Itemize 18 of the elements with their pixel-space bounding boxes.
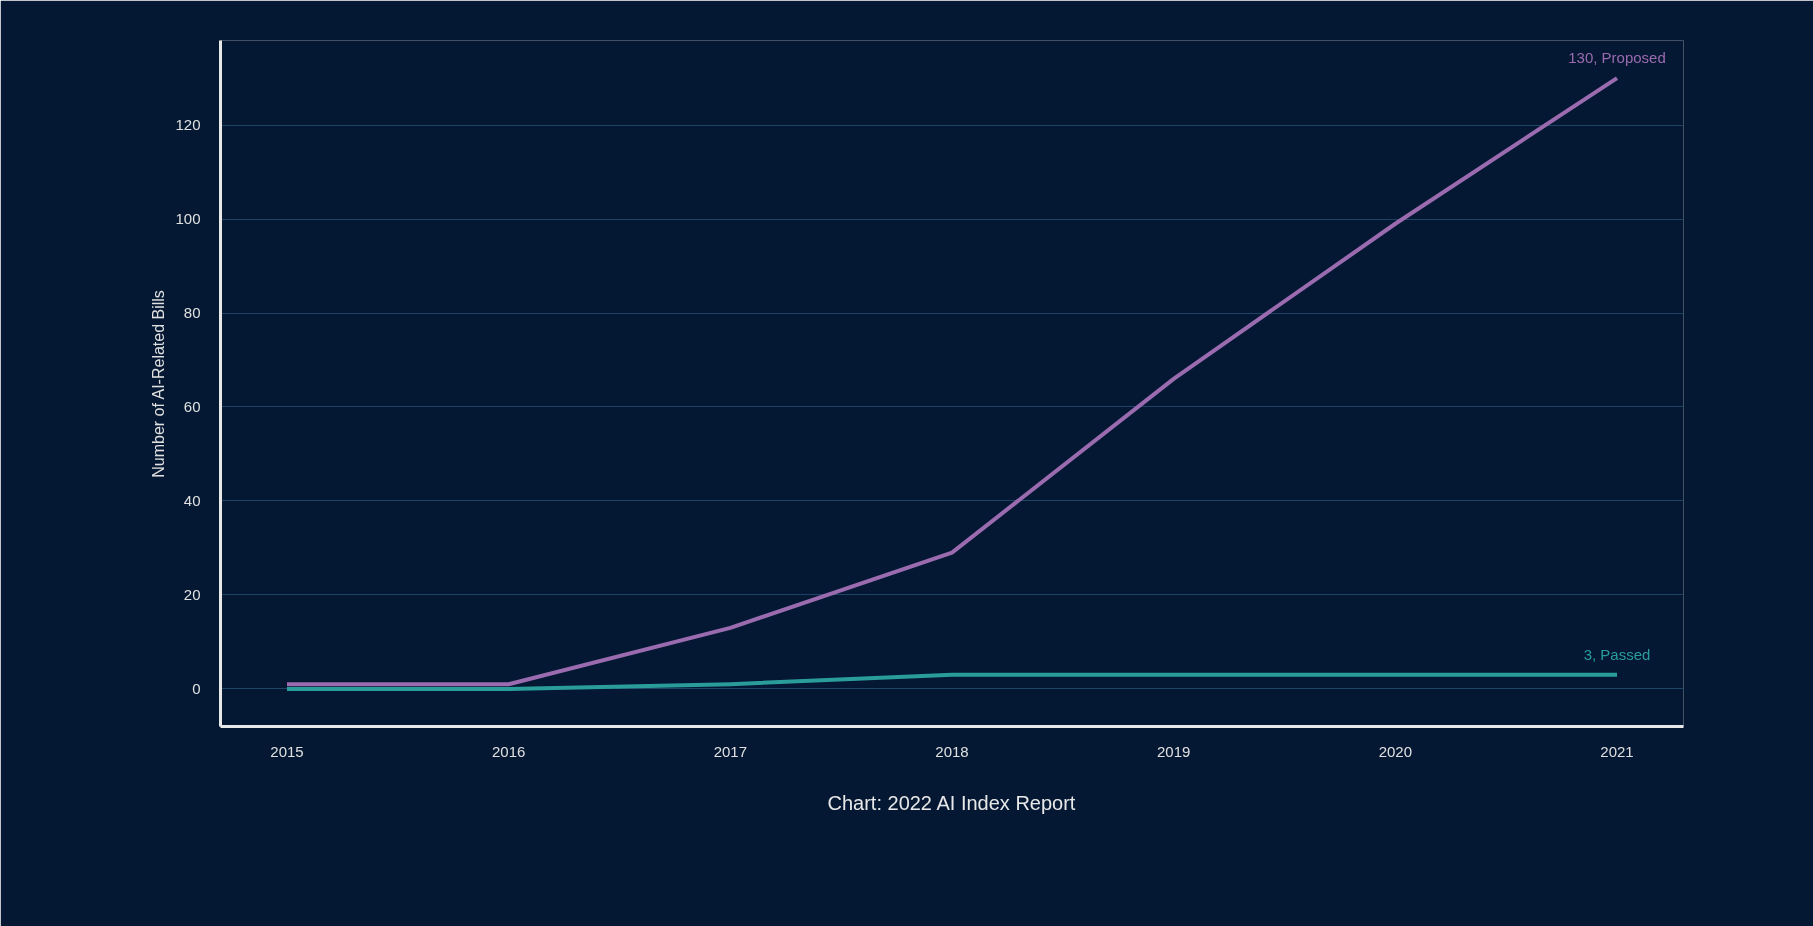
- annotation: 3, Passed: [1583, 645, 1651, 663]
- annotation: 130, Proposed: [1568, 49, 1666, 67]
- y-tick-label: 20: [183, 585, 201, 603]
- x-tick-label: 2015: [270, 742, 304, 760]
- y-axis-title: Number of AI-Related Bills: [150, 290, 168, 478]
- y-tick-label: 40: [183, 491, 201, 509]
- y-tick-label: 80: [183, 304, 201, 322]
- x-tick-label: 2018: [935, 742, 969, 760]
- x-tick-label: 2016: [491, 742, 526, 760]
- x-tick-label: 2021: [1600, 742, 1634, 760]
- y-tick-label: 120: [175, 116, 201, 134]
- x-tick-label: 2019: [1156, 742, 1191, 760]
- y-tick-label: 100: [175, 210, 201, 228]
- text: Chart: 2022 AI Index Report: [827, 791, 1076, 814]
- x-tick-label: 2020: [1378, 742, 1413, 760]
- y-tick-label: 0: [192, 679, 201, 697]
- y-tick-label: 60: [183, 397, 201, 415]
- x-tick-label: 2017: [713, 742, 748, 760]
